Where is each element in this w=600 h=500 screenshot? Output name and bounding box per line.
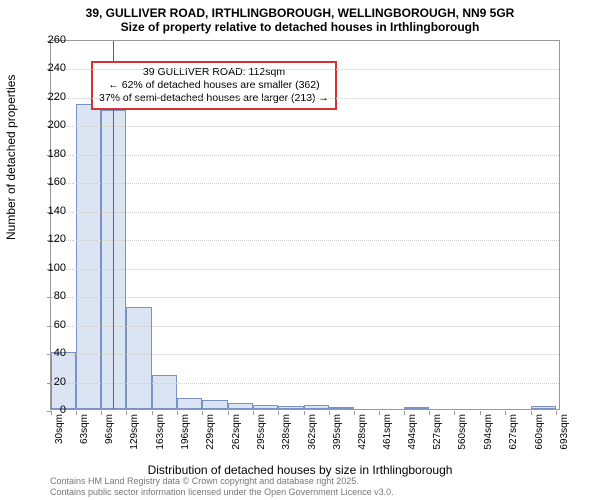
x-tick-label: 395sqm xyxy=(332,414,343,458)
x-tick-mark xyxy=(126,411,127,415)
chart-area: 39 GULLIVER ROAD: 112sqm ← 62% of detach… xyxy=(50,40,580,410)
x-tick-label: 362sqm xyxy=(307,414,318,458)
y-axis-label: Number of detached properties xyxy=(4,75,18,240)
y-tick-label: 180 xyxy=(36,148,66,160)
x-tick-mark xyxy=(278,411,279,415)
y-tick-label: 80 xyxy=(36,290,66,302)
x-tick-mark xyxy=(329,411,330,415)
gridline xyxy=(51,240,559,241)
x-tick-mark xyxy=(480,411,481,415)
y-tick-label: 240 xyxy=(36,62,66,74)
y-tick-label: 120 xyxy=(36,233,66,245)
callout-line-1: 39 GULLIVER ROAD: 112sqm xyxy=(99,66,329,79)
x-tick-label: 63sqm xyxy=(79,414,90,458)
x-tick-label: 163sqm xyxy=(155,414,166,458)
x-tick-mark xyxy=(429,411,430,415)
plot-area: 39 GULLIVER ROAD: 112sqm ← 62% of detach… xyxy=(50,40,560,410)
histogram-bar xyxy=(253,405,278,409)
histogram-bar xyxy=(126,307,152,409)
x-tick-label: 96sqm xyxy=(104,414,115,458)
x-tick-label: 627sqm xyxy=(508,414,519,458)
chart-container: 39, GULLIVER ROAD, IRTHLINGBOROUGH, WELL… xyxy=(0,0,600,500)
gridline xyxy=(51,212,559,213)
x-tick-mark xyxy=(531,411,532,415)
x-tick-mark xyxy=(152,411,153,415)
x-tick-mark xyxy=(454,411,455,415)
x-tick-label: 560sqm xyxy=(457,414,468,458)
gridline xyxy=(51,155,559,156)
x-tick-mark xyxy=(379,411,380,415)
gridline xyxy=(51,326,559,327)
y-tick-label: 20 xyxy=(36,376,66,388)
x-tick-label: 594sqm xyxy=(483,414,494,458)
histogram-bar xyxy=(76,104,101,409)
y-tick-label: 100 xyxy=(36,262,66,274)
histogram-bar xyxy=(329,407,354,409)
x-tick-mark xyxy=(76,411,77,415)
footer-line-1: Contains HM Land Registry data © Crown c… xyxy=(50,476,394,487)
x-tick-mark xyxy=(177,411,178,415)
y-tick-label: 220 xyxy=(36,91,66,103)
gridline xyxy=(51,69,559,70)
y-tick-label: 160 xyxy=(36,176,66,188)
x-tick-label: 461sqm xyxy=(382,414,393,458)
x-tick-mark xyxy=(228,411,229,415)
histogram-bar xyxy=(304,405,329,409)
x-tick-label: 129sqm xyxy=(129,414,140,458)
x-tick-label: 30sqm xyxy=(54,414,65,458)
histogram-bar xyxy=(177,398,202,409)
x-tick-mark xyxy=(253,411,254,415)
gridline xyxy=(51,383,559,384)
x-tick-label: 295sqm xyxy=(256,414,267,458)
x-tick-label: 494sqm xyxy=(407,414,418,458)
x-tick-label: 428sqm xyxy=(357,414,368,458)
x-tick-mark xyxy=(101,411,102,415)
chart-title-line2: Size of property relative to detached ho… xyxy=(0,20,600,38)
y-tick-label: 260 xyxy=(36,34,66,46)
histogram-bar xyxy=(228,403,253,409)
gridline xyxy=(51,297,559,298)
callout-line-2: ← 62% of detached houses are smaller (36… xyxy=(99,79,329,92)
x-tick-label: 328sqm xyxy=(281,414,292,458)
gridline xyxy=(51,354,559,355)
x-tick-label: 660sqm xyxy=(534,414,545,458)
x-axis-label: Distribution of detached houses by size … xyxy=(0,463,600,477)
footer-line-2: Contains public sector information licen… xyxy=(50,487,394,498)
x-tick-mark xyxy=(556,411,557,415)
gridline xyxy=(51,126,559,127)
reference-callout: 39 GULLIVER ROAD: 112sqm ← 62% of detach… xyxy=(91,61,337,110)
x-tick-mark xyxy=(505,411,506,415)
histogram-bar xyxy=(404,407,429,409)
footer: Contains HM Land Registry data © Crown c… xyxy=(50,476,394,498)
histogram-bar xyxy=(278,406,304,409)
x-tick-mark xyxy=(304,411,305,415)
gridline xyxy=(51,183,559,184)
y-tick-label: 40 xyxy=(36,347,66,359)
histogram-bar xyxy=(202,400,227,409)
y-tick-label: 60 xyxy=(36,319,66,331)
y-tick-label: 140 xyxy=(36,205,66,217)
x-tick-label: 693sqm xyxy=(559,414,570,458)
x-tick-label: 196sqm xyxy=(180,414,191,458)
x-tick-label: 229sqm xyxy=(205,414,216,458)
x-tick-mark xyxy=(404,411,405,415)
gridline xyxy=(51,269,559,270)
x-tick-label: 527sqm xyxy=(432,414,443,458)
x-tick-mark xyxy=(354,411,355,415)
histogram-bar xyxy=(152,375,177,409)
chart-title-line1: 39, GULLIVER ROAD, IRTHLINGBOROUGH, WELL… xyxy=(0,0,600,20)
x-tick-label: 262sqm xyxy=(231,414,242,458)
gridline xyxy=(51,98,559,99)
x-tick-mark xyxy=(202,411,203,415)
y-tick-label: 200 xyxy=(36,119,66,131)
histogram-bar xyxy=(531,406,556,409)
